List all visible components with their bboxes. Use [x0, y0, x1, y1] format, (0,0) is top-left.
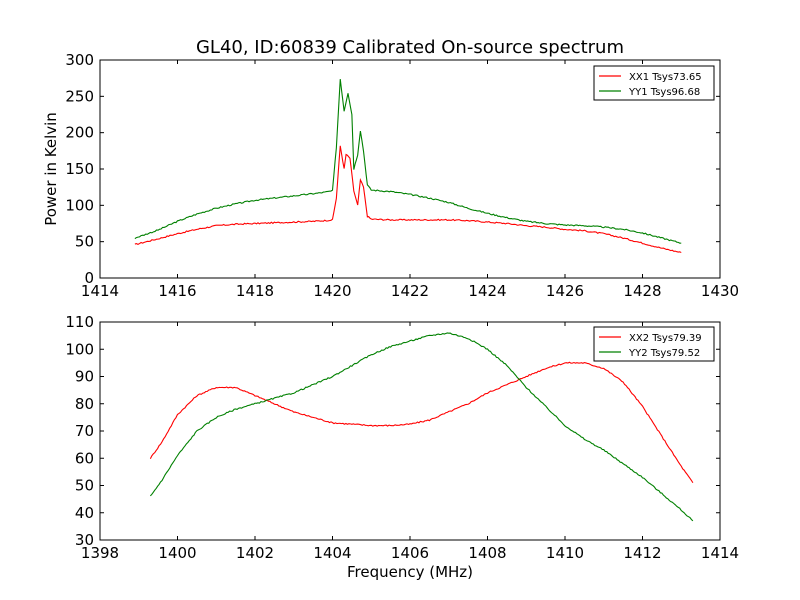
- y-axis-label: Power in Kelvin: [42, 112, 60, 226]
- series-line-yy-2: [149, 332, 694, 522]
- top-panel: 1414 1416 1418 1420 1422 1424 1426 1428 1430 0 50 1…: [65, 51, 739, 300]
- y-tick-label: 80: [75, 395, 94, 413]
- x-tick-label: 1412: [623, 544, 661, 562]
- x-tick-label: 1428: [623, 282, 661, 300]
- y-tick-label: 300: [65, 51, 94, 69]
- x-tick-label: 1408: [468, 544, 506, 562]
- x-tick-label: 1430: [701, 282, 739, 300]
- y-tick-label: 90: [75, 368, 94, 386]
- y-tick-label: 40: [75, 504, 94, 522]
- y-tick-label: 200: [65, 124, 94, 142]
- x-tick-label: 1414: [701, 544, 739, 562]
- y-tick-label: 50: [75, 233, 94, 251]
- legend-box: [593, 65, 715, 101]
- x-axis-label: Frequency (MHz): [347, 563, 473, 581]
- x-tick-label: 1426: [546, 282, 584, 300]
- x-tick-label: 1402: [236, 544, 274, 562]
- y-tick-label: 30: [75, 531, 94, 549]
- legend-label: YY2 Tsys79.52: [628, 348, 700, 359]
- legend-label: XX2 Tsys79.39: [629, 333, 702, 344]
- x-tick-label: 1420: [313, 282, 351, 300]
- y-tick-label: 250: [65, 87, 94, 105]
- x-tick-label: 1414: [81, 282, 119, 300]
- y-tick-label: 70: [75, 422, 94, 440]
- y-tick-label: 100: [65, 340, 94, 358]
- legend: XX1 Tsys73.65 YY1 Tsys96.68: [593, 65, 715, 101]
- series-line-xx-2: [149, 361, 694, 484]
- x-tick-label: 1424: [468, 282, 506, 300]
- x-tick-label: 1416: [158, 282, 196, 300]
- y-tick-label: 150: [65, 160, 94, 178]
- y-tick-label: 60: [75, 449, 94, 467]
- x-tick-label: 1410: [546, 544, 584, 562]
- series-line-xx-1: [134, 145, 682, 254]
- y-tick-label: 100: [65, 196, 94, 214]
- legend-label: XX1 Tsys73.65: [629, 72, 702, 83]
- legend: XX2 Tsys79.39 YY2 Tsys79.52: [593, 326, 715, 362]
- y-tick-label: 0: [84, 269, 94, 287]
- x-tick-label: 1398: [81, 544, 119, 562]
- x-tick-label: 1406: [391, 544, 429, 562]
- legend-label: YY1 Tsys96.68: [628, 87, 700, 98]
- x-tick-label: 1400: [158, 544, 196, 562]
- y-tick-label: 110: [65, 313, 94, 331]
- bottom-panel: 1398 1400 1402 1404 1406 1408 1410 1412 1414 30 40…: [65, 313, 739, 562]
- chart-title: GL40, ID:60839 Calibrated On-source spec…: [196, 37, 624, 58]
- series-line-yy-1: [134, 79, 682, 244]
- x-tick-label: 1422: [391, 282, 429, 300]
- x-tick-label: 1404: [313, 544, 351, 562]
- y-tick-label: 50: [75, 477, 94, 495]
- legend-box: [593, 326, 715, 362]
- x-tick-label: 1418: [236, 282, 274, 300]
